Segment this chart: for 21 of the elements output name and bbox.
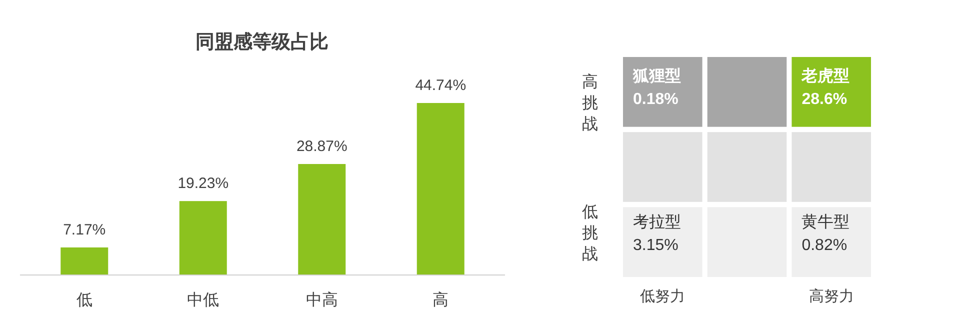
bar (298, 164, 346, 275)
category-label: 低努力 (640, 288, 686, 305)
data-label: 19.23% (178, 175, 229, 192)
category-label: 低挑战 (582, 204, 598, 264)
text: 狐狸型 0.18% (633, 68, 681, 108)
data-label: 44.74% (415, 77, 466, 94)
bar (60, 247, 108, 275)
category-label: 高努力 (808, 288, 854, 305)
text: 考拉型 3.15% (633, 214, 681, 254)
text: 老虎型 28.6% (802, 68, 850, 108)
x-tick-label: 中低 (187, 291, 220, 309)
bar (416, 103, 464, 275)
category-label: 高挑战 (582, 74, 598, 133)
data-label: 7.17% (63, 221, 106, 238)
x-tick-label: 高 (432, 291, 449, 309)
data-label: 28.87% (296, 138, 348, 156)
x-tick-label: 中高 (306, 291, 338, 309)
chart-title: 同盟感等级占比 (196, 31, 328, 53)
x-tick-label: 低 (76, 292, 92, 309)
text: 黄牛型 0.82% (802, 214, 850, 254)
bar (179, 201, 227, 275)
